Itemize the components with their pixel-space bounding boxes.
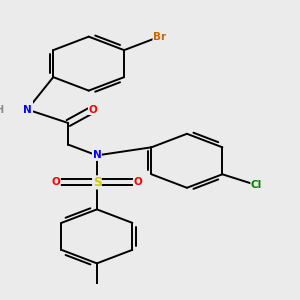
Text: H: H bbox=[0, 104, 3, 115]
Text: O: O bbox=[52, 177, 60, 188]
Text: Cl: Cl bbox=[251, 180, 262, 190]
Text: O: O bbox=[88, 104, 97, 115]
Text: O: O bbox=[134, 177, 142, 188]
Text: N: N bbox=[23, 104, 32, 115]
Text: Br: Br bbox=[153, 32, 166, 42]
Text: N: N bbox=[92, 150, 101, 161]
Text: S: S bbox=[93, 176, 101, 189]
